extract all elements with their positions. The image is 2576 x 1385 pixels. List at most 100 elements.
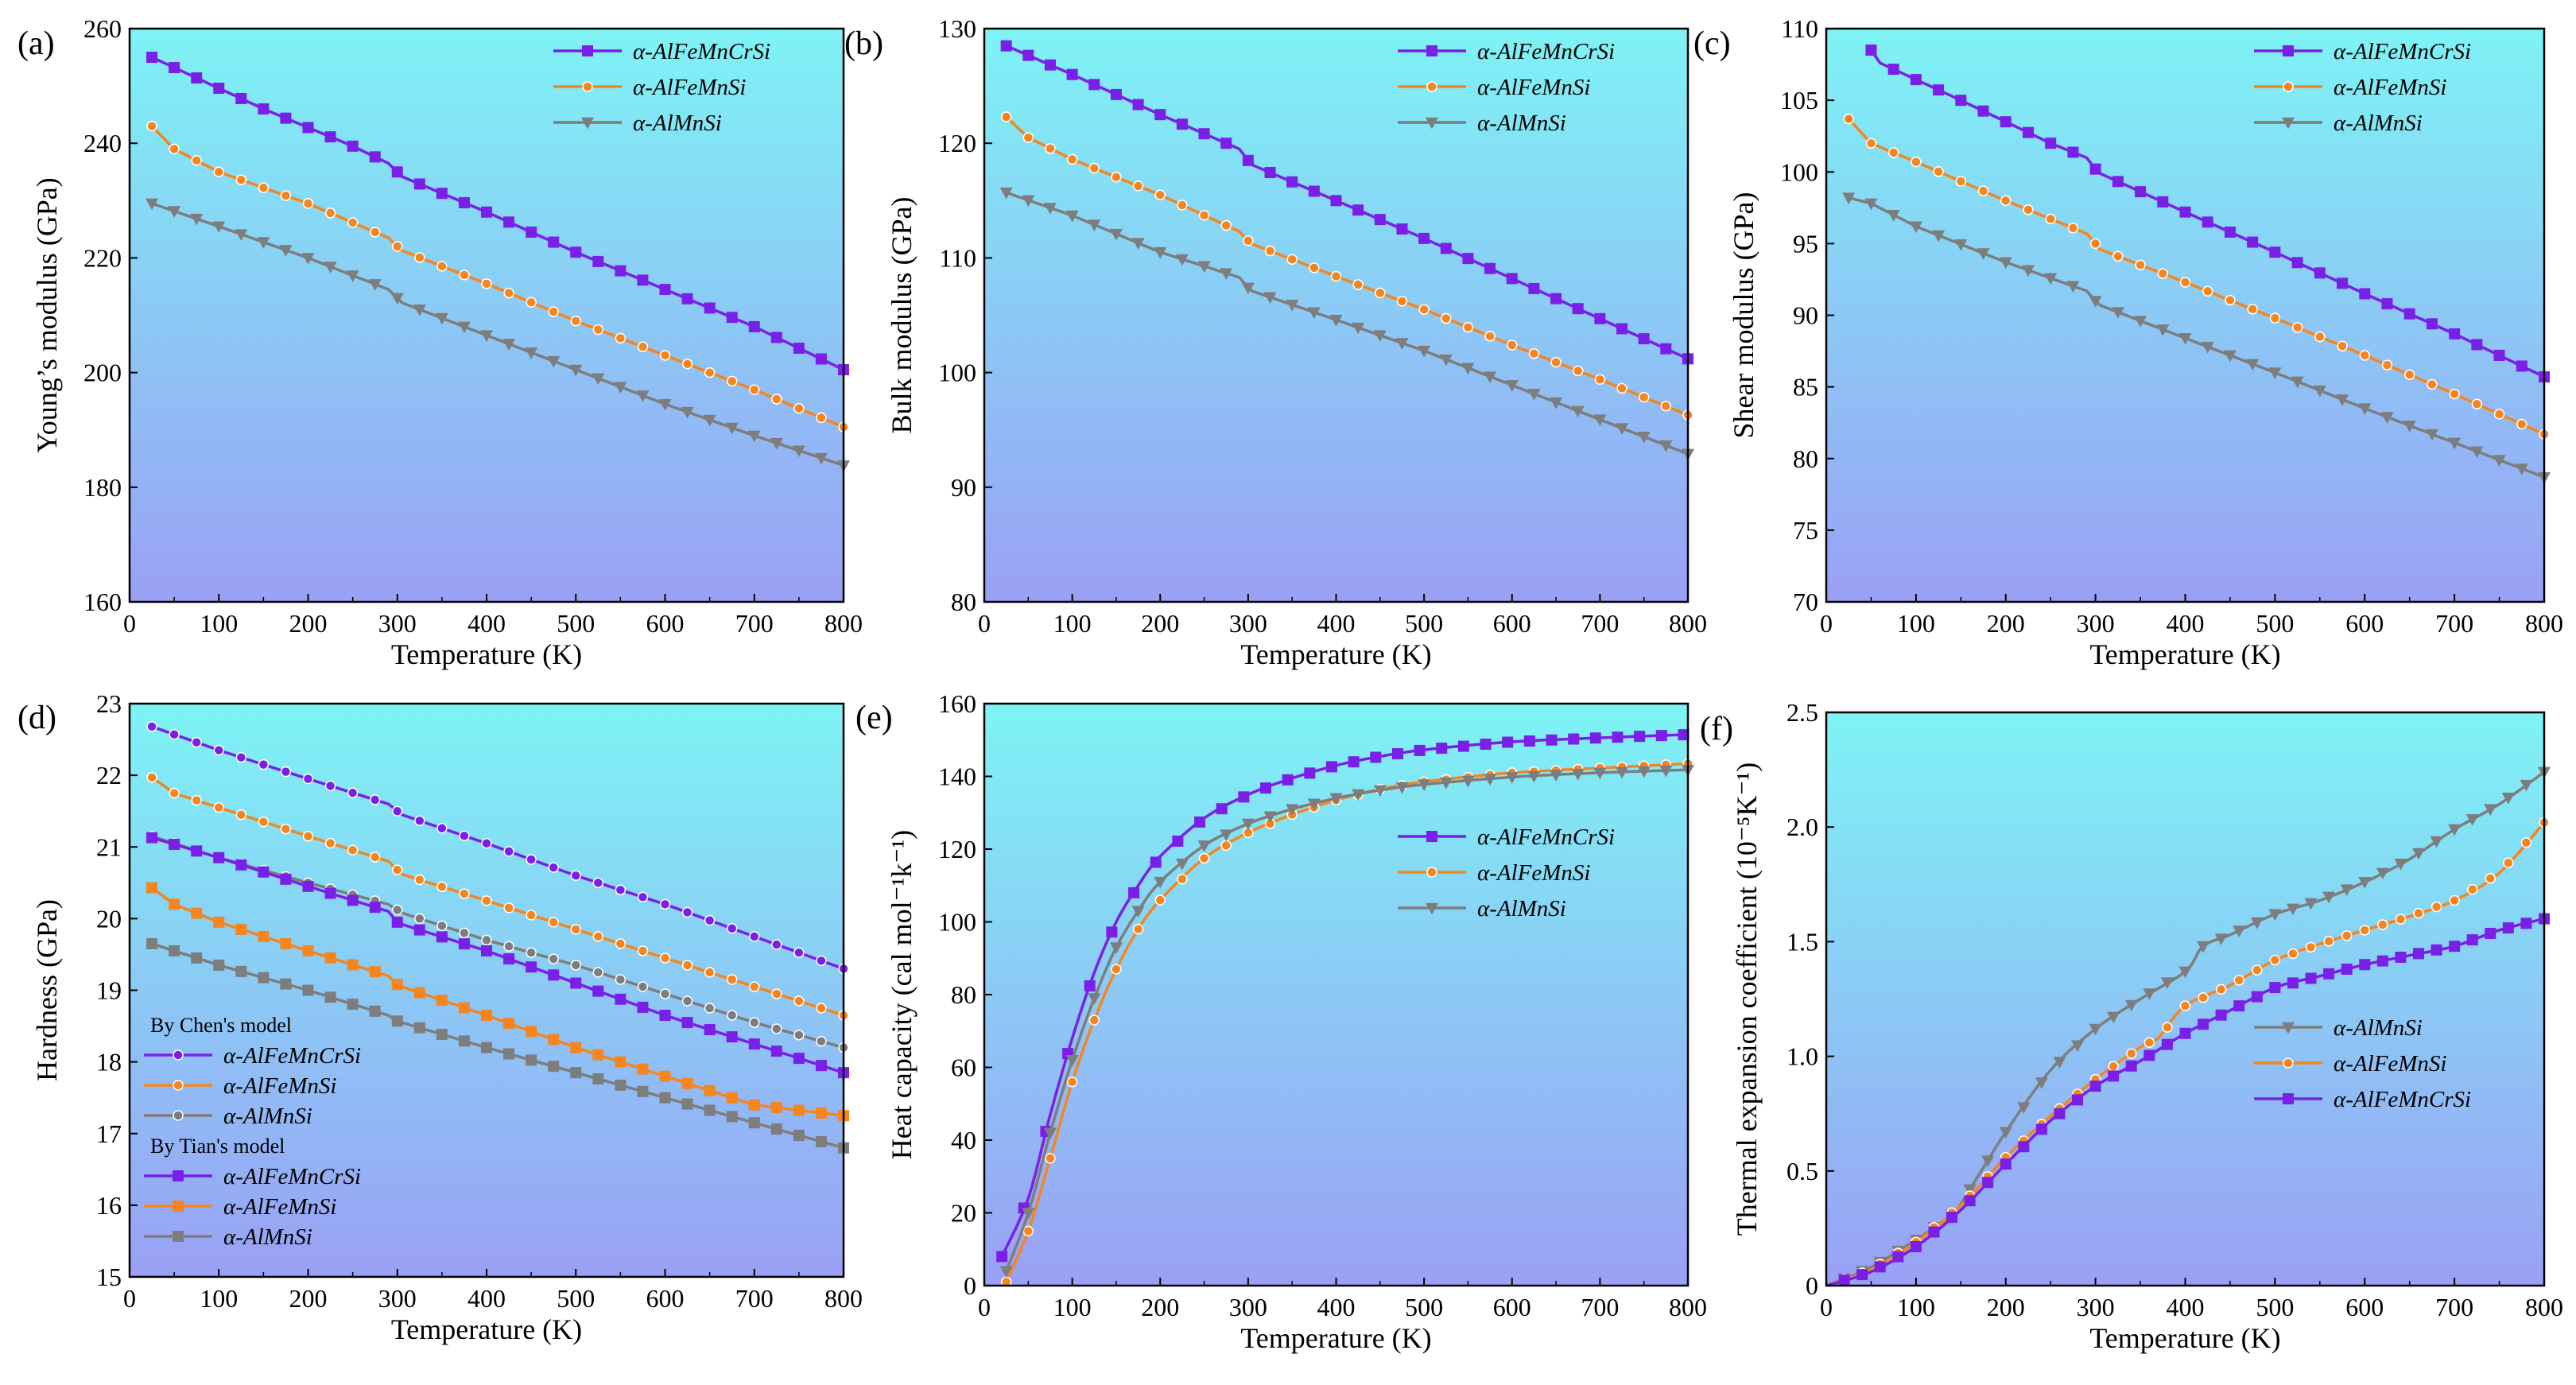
data-point [592, 255, 604, 267]
data-point [681, 995, 693, 1007]
data-point [1910, 1240, 1922, 1252]
data-point [1637, 766, 1651, 778]
data-point [726, 312, 738, 324]
data-point [2225, 294, 2236, 306]
data-point [526, 961, 537, 973]
legend-group-title: By Tian's model [150, 1135, 285, 1158]
data-point [258, 930, 270, 942]
data-point [1982, 1177, 1994, 1189]
data-point [1395, 782, 1409, 794]
x-tick-label: 200 [289, 609, 328, 638]
data-point [2198, 992, 2209, 1003]
data-point [615, 1079, 627, 1091]
data-point [2516, 360, 2528, 372]
data-point [146, 52, 158, 64]
data-point [1220, 840, 1232, 852]
data-point [1977, 185, 1989, 196]
data-point [1395, 338, 1409, 350]
data-point [481, 1042, 492, 1053]
legend-marker [1425, 117, 1439, 130]
data-point [659, 898, 671, 910]
data-point [1550, 397, 1563, 409]
data-point [1909, 221, 1922, 234]
data-point [1550, 293, 1562, 305]
data-point [1128, 886, 1140, 898]
legend-marker [2283, 1057, 2294, 1069]
data-point [793, 1104, 805, 1116]
data-point [592, 1073, 604, 1085]
data-point [1637, 432, 1651, 444]
y-tick-label: 20 [951, 1199, 976, 1228]
data-point [792, 445, 805, 458]
data-point [1352, 322, 1365, 335]
data-point [2359, 288, 2371, 300]
data-point [481, 278, 492, 289]
data-point [503, 216, 515, 228]
data-point [169, 787, 180, 799]
y-axis-title: Hardness (GPa) [31, 899, 63, 1081]
legend-marker [173, 1110, 184, 1121]
data-point [1197, 840, 1211, 852]
x-tick-label: 400 [2167, 609, 2205, 638]
data-point [1131, 906, 1145, 918]
data-point [749, 981, 760, 992]
data-point [2143, 988, 2156, 1000]
data-point [1264, 167, 1276, 179]
data-point [1546, 734, 1558, 746]
data-point [258, 866, 270, 878]
y-axis-title: Shear modulus (GPa) [1728, 192, 1759, 439]
data-point [436, 881, 448, 893]
data-point [704, 1003, 716, 1014]
x-tick-label: 300 [1229, 609, 1267, 638]
data-point [1660, 401, 1672, 412]
data-point [2161, 1038, 2173, 1050]
data-point [1172, 835, 1184, 847]
data-point [704, 1084, 716, 1096]
data-point [1838, 1274, 1850, 1286]
data-point [280, 823, 292, 835]
data-point [614, 382, 627, 394]
data-point [548, 969, 560, 981]
data-point [2071, 1040, 2085, 1053]
data-point [1260, 782, 1271, 794]
data-point [2376, 955, 2388, 967]
data-point [213, 166, 224, 177]
data-point [2178, 333, 2192, 345]
data-point [704, 1104, 716, 1116]
data-point [592, 967, 604, 978]
data-point [748, 320, 760, 332]
series-a-2 [145, 198, 851, 472]
data-point [637, 274, 649, 286]
data-point [369, 1005, 381, 1017]
legend-entry: α-AlFeMnSi [633, 75, 746, 100]
data-point [369, 966, 381, 978]
data-point [2089, 238, 2101, 250]
data-point [570, 960, 581, 971]
data-point [2035, 1123, 2047, 1135]
x-tick-label: 500 [557, 609, 595, 638]
data-point [1286, 176, 1298, 188]
data-point [258, 103, 270, 114]
legend-entry: α-AlFeMnSi [2334, 1051, 2446, 1077]
y-tick-label: 100 [1780, 157, 1818, 186]
data-point [458, 1035, 470, 1047]
data-point [2202, 216, 2213, 228]
data-point [1220, 829, 1233, 842]
data-point [2124, 999, 2138, 1012]
data-point [213, 852, 225, 863]
series-c-2 [1842, 192, 2551, 484]
data-point [169, 143, 180, 155]
y-tick-label: 160 [938, 689, 976, 718]
data-point [347, 140, 359, 152]
y-tick-label: 220 [83, 243, 122, 272]
y-tick-label: 60 [951, 1053, 976, 1082]
data-point [2287, 948, 2299, 960]
data-point [1022, 1208, 1035, 1220]
legend-entry: α-AlFeMnCrSi [633, 39, 770, 64]
data-point [592, 877, 604, 889]
data-point [280, 112, 292, 124]
data-point [2246, 359, 2260, 371]
x-tick-label: 700 [735, 609, 774, 638]
data-point [1282, 774, 1294, 786]
data-point [2179, 206, 2191, 218]
